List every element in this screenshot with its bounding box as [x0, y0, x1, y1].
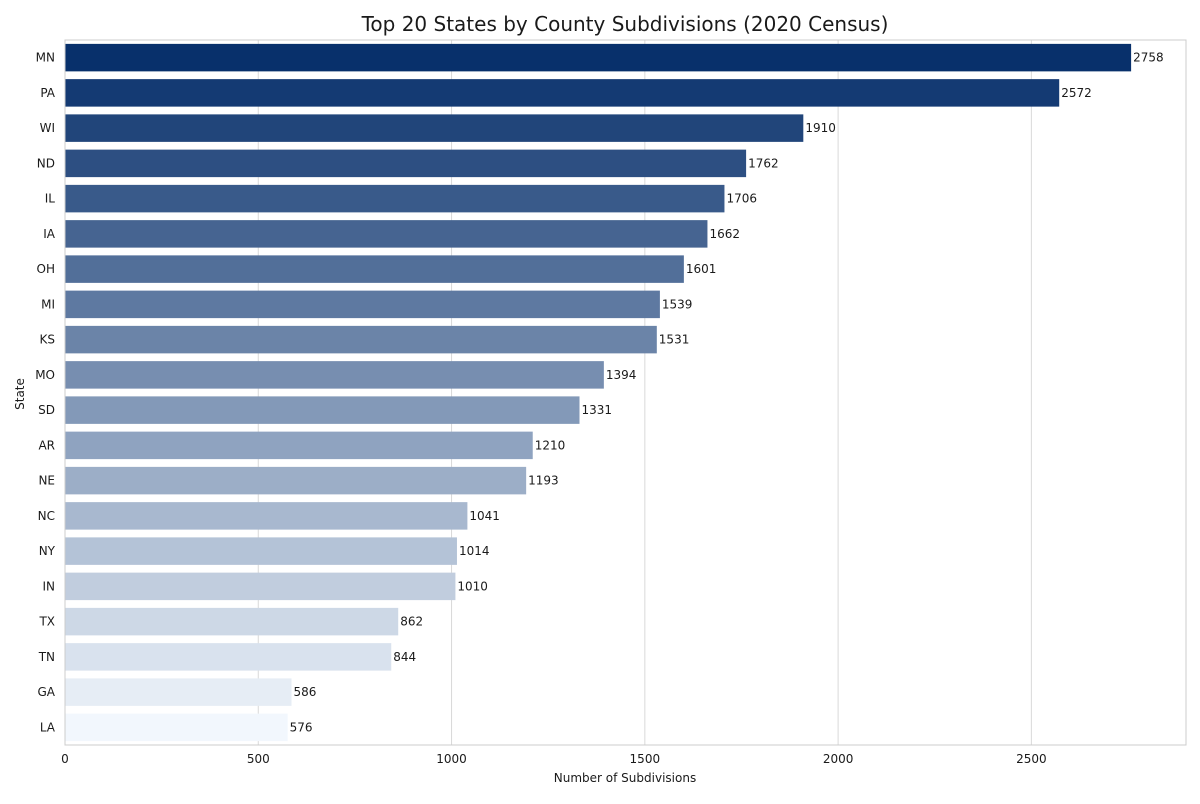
bar-ne: [65, 466, 527, 495]
y-tick-label-in: IN: [42, 579, 55, 593]
grid-lines: [64, 40, 1032, 745]
data-label-oh: 1601: [686, 262, 717, 276]
y-tick-label-mi: MI: [41, 297, 55, 311]
bar-il: [65, 184, 725, 213]
data-label-ga: 586: [294, 685, 317, 699]
x-tick-label: 0: [61, 752, 69, 766]
bar-in: [65, 572, 456, 601]
bar-mi: [65, 290, 660, 319]
bar-oh: [65, 255, 684, 283]
bar-ga: [65, 678, 292, 706]
data-label-ne: 1193: [528, 474, 559, 488]
x-axis-label: Number of Subdivisions: [554, 771, 696, 785]
bars: [65, 43, 1132, 742]
y-tick-label-sd: SD: [38, 403, 55, 417]
data-label-mi: 1539: [662, 297, 693, 311]
bar-pa: [65, 79, 1060, 107]
y-tick-label-la: LA: [40, 720, 56, 734]
data-label-mn: 2758: [1133, 51, 1164, 65]
x-tick-label: 2000: [823, 752, 854, 766]
y-tick-label-ks: KS: [40, 333, 56, 347]
bar-tn: [65, 643, 392, 671]
data-label-nc: 1041: [469, 509, 500, 523]
data-labels: 2758 2572 1910 1762 1706 1662 1601 1539 1531 1394…: [290, 51, 1164, 735]
bar-nc: [65, 502, 468, 530]
bar-ar: [65, 431, 533, 460]
y-tick-label-pa: PA: [40, 86, 55, 100]
x-tick-label: 2500: [1016, 752, 1047, 766]
y-tick-label-tn: TN: [38, 650, 55, 664]
data-label-ks: 1531: [659, 333, 690, 347]
y-tick-label-ny: NY: [39, 544, 56, 558]
y-tick-label-il: IL: [45, 192, 56, 206]
data-label-pa: 2572: [1061, 86, 1092, 100]
data-label-ny: 1014: [459, 544, 490, 558]
bar-mo: [65, 361, 604, 389]
y-tick-label-mo: MO: [35, 368, 55, 382]
y-axis-label: State: [13, 378, 27, 410]
y-tick-label-oh: OH: [37, 262, 55, 276]
y-tick-label-ga: GA: [37, 685, 55, 699]
data-label-nd: 1762: [748, 156, 779, 170]
data-label-wi: 1910: [805, 121, 836, 135]
x-tick-labels: 0 500 1000 1500 2000 2500: [61, 752, 1046, 766]
bar-la: [65, 713, 288, 742]
x-tick-label: 1000: [436, 752, 467, 766]
bar-wi: [65, 114, 804, 142]
bar-ia: [65, 220, 708, 248]
bar-nd: [65, 149, 747, 178]
y-tick-label-nc: NC: [38, 509, 55, 523]
bar-ny: [65, 537, 457, 565]
y-tick-label-ar: AR: [38, 438, 55, 452]
data-label-mo: 1394: [606, 368, 637, 382]
bar-ks: [65, 325, 657, 354]
plot-frame: [64, 39, 1187, 746]
y-tick-label-ne: NE: [38, 474, 55, 488]
data-label-ia: 1662: [709, 227, 740, 241]
y-tick-label-tx: TX: [38, 615, 55, 629]
data-label-tx: 862: [400, 615, 423, 629]
data-label-il: 1706: [726, 192, 757, 206]
data-label-tn: 844: [393, 650, 416, 664]
data-label-ar: 1210: [535, 438, 566, 452]
data-label-sd: 1331: [582, 403, 613, 417]
x-tick-label: 1500: [630, 752, 661, 766]
y-tick-label-mn: MN: [36, 51, 55, 65]
chart-title: Top 20 States by County Subdivisions (20…: [361, 12, 889, 36]
bar-mn: [65, 43, 1132, 72]
y-tick-label-nd: ND: [37, 156, 55, 170]
bar-tx: [65, 607, 399, 636]
data-label-in: 1010: [457, 579, 488, 593]
y-tick-labels: MN PA WI ND IL IA OH MI KS MO SD AR NE NC NY IN TX TN GA LA: [35, 51, 56, 735]
x-tick-label: 500: [247, 752, 270, 766]
data-label-la: 576: [290, 720, 313, 734]
bar-sd: [65, 396, 580, 424]
y-tick-label-ia: IA: [43, 227, 56, 241]
y-tick-label-wi: WI: [40, 121, 55, 135]
